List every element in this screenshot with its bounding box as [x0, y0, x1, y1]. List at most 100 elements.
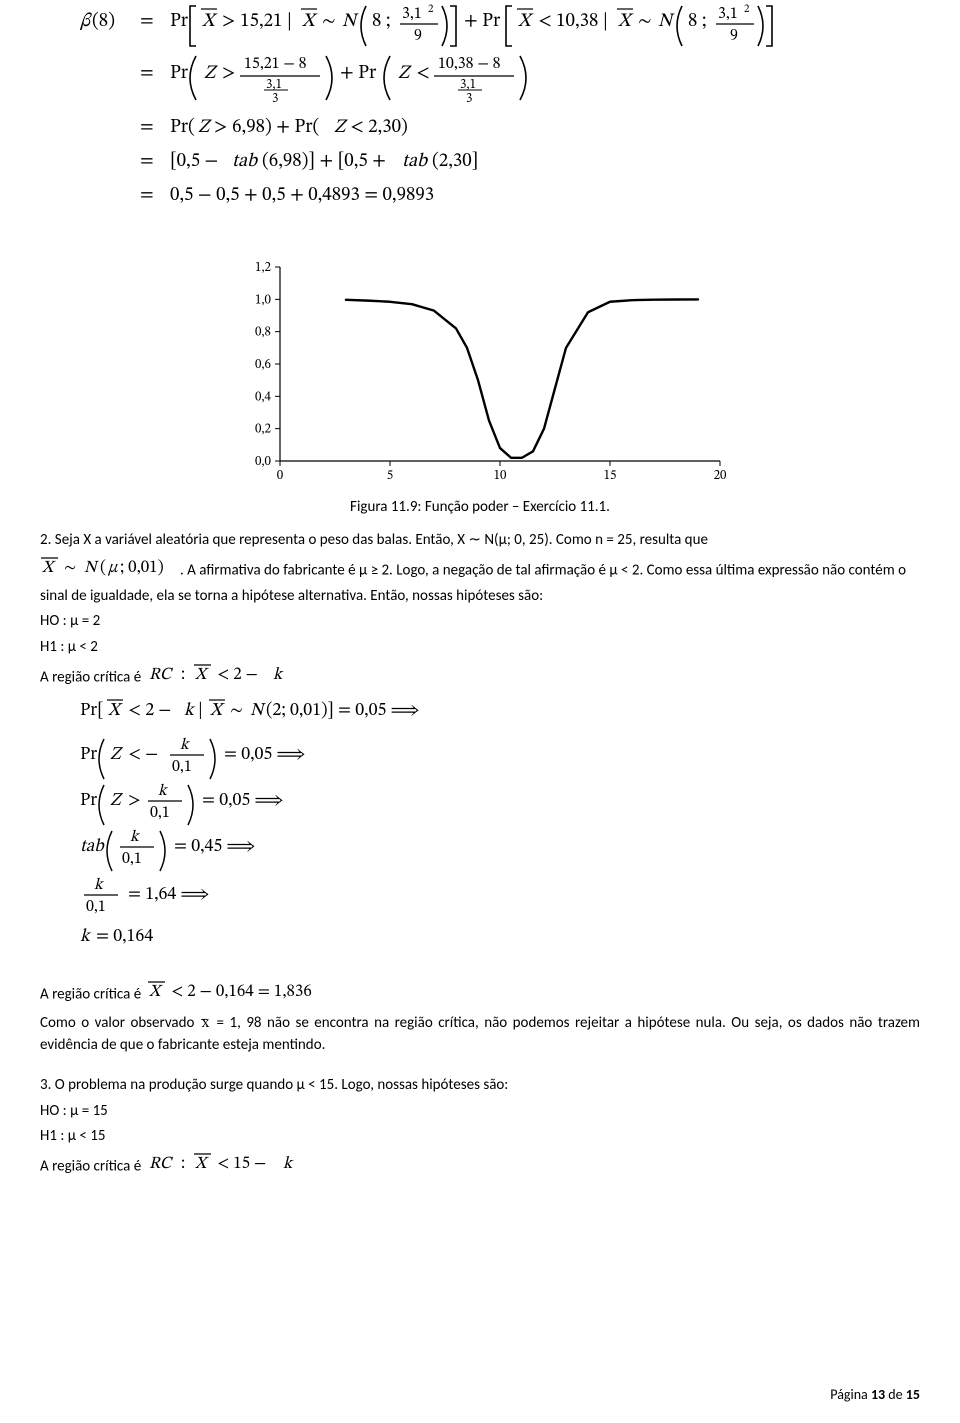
crit2-lead: A região crítica é — [40, 985, 141, 1003]
svg-text:15: 15 — [604, 470, 617, 483]
footer-pagenum: 13 — [871, 1386, 885, 1403]
svg-text:= 0,45 ⟹: = 0,45 ⟹ — [174, 838, 256, 856]
chart-svg: 0,00,20,40,60,81,01,205101520 — [230, 257, 730, 487]
svg-text:(8): (8) — [92, 12, 115, 31]
svg-text:10,38 − 8: 10,38 − 8 — [438, 56, 501, 72]
svg-text:2: 2 — [428, 4, 434, 15]
item-lead-2: 2. — [40, 531, 51, 549]
svg-text:9: 9 — [414, 28, 422, 44]
para3-text1: O problema na produção surge quando µ < … — [55, 1076, 509, 1094]
svg-text:Pr[: Pr[ — [80, 701, 103, 720]
footer-total: 15 — [906, 1386, 920, 1403]
svg-text:N: N — [250, 702, 266, 720]
svg-text:X: X — [618, 12, 634, 31]
svg-text:2: 2 — [744, 4, 750, 15]
page: β (8) = Pr X > 15,21 | X ∼ N 8 ; 3,1 — [0, 4, 960, 1423]
svg-text:< 2,30): < 2,30) — [350, 118, 408, 137]
svg-text:k: k — [283, 1156, 294, 1173]
figure-caption: Figura 11.9: Função poder – Exercício 11… — [40, 498, 920, 516]
svg-text:=: = — [140, 186, 154, 205]
svg-text:N: N — [658, 12, 675, 31]
svg-text:X: X — [518, 12, 534, 31]
svg-text:N: N — [342, 12, 359, 31]
svg-text:µ: µ — [107, 560, 118, 577]
svg-text:+ Pr: + Pr — [340, 64, 377, 83]
svg-text:0: 0 — [277, 470, 284, 483]
paragraph-2: 2. Seja X a variável aleatória que repre… — [40, 530, 920, 552]
svg-text:X: X — [302, 12, 318, 31]
svg-text:Z: Z — [198, 118, 212, 137]
svg-text:Pr: Pr — [80, 792, 97, 810]
equations-svg: β (8) = Pr X > 15,21 | X ∼ N 8 ; 3,1 — [80, 4, 840, 234]
svg-text:X: X — [195, 667, 209, 684]
derivation-block: Pr[ X < 2 − k | X ∼ N (2; 0,01)] = 0,05 … — [80, 697, 840, 962]
svg-text:3: 3 — [272, 93, 278, 106]
svg-text:0,5 − 0,5 + 0,5 + 0,4893 = 0,9: 0,5 − 0,5 + 0,5 + 0,4893 = 0,9893 — [170, 186, 434, 205]
svg-text::: : — [181, 667, 185, 684]
svg-text:; 0,01): ; 0,01) — [120, 559, 164, 577]
crit-resolved: A região crítica é X < 2 − 0,164 = 1,836 — [40, 980, 920, 1010]
svg-text:∼: ∼ — [322, 12, 336, 31]
svg-text:β: β — [80, 12, 92, 31]
power-chart: 0,00,20,40,60,81,01,205101520 — [230, 257, 730, 492]
paragraph-3: 3. O problema na produção surge quando µ… — [40, 1075, 920, 1097]
svg-text:X: X — [108, 702, 123, 720]
svg-text:+ Pr: + Pr — [464, 12, 501, 31]
svg-text:Z: Z — [334, 118, 348, 137]
svg-text:1,0: 1,0 — [255, 294, 272, 307]
svg-text:k: k — [184, 702, 196, 720]
svg-text:RC: RC — [149, 1156, 174, 1173]
svg-text:< −: < − — [128, 746, 158, 764]
svg-text:< 2 − 0,164 = 1,836: < 2 − 0,164 = 1,836 — [171, 984, 312, 1001]
para2-text1: Seja X a variável aleatória que represen… — [55, 531, 708, 549]
svg-text:Pr: Pr — [170, 12, 189, 31]
h0-line-3: HO : µ = 15 — [40, 1101, 920, 1123]
svg-text:< 2 −: < 2 − — [217, 667, 258, 684]
svg-text:< 2 −: < 2 − — [128, 702, 171, 720]
svg-text:(2; 0,01)] = 0,05 ⟹: (2; 0,01)] = 0,05 ⟹ — [266, 701, 420, 720]
svg-text:k: k — [130, 829, 140, 845]
svg-text:Pr: Pr — [80, 746, 97, 764]
h1-line-2: H1 : µ < 2 — [40, 637, 920, 659]
svg-text:3,1: 3,1 — [402, 6, 422, 22]
footer-label: Página — [830, 1386, 871, 1403]
svg-text:k: k — [158, 783, 168, 799]
h1-line-3: H1 : µ < 15 — [40, 1126, 920, 1148]
svg-text:5: 5 — [387, 470, 393, 483]
svg-text:3: 3 — [466, 93, 472, 106]
svg-text:1,2: 1,2 — [255, 262, 272, 275]
svg-text:∼: ∼ — [230, 702, 243, 720]
h0-line-2: HO : µ = 2 — [40, 611, 920, 633]
paragraph-obs: Como o valor observado x_ = 1, 98 não se… — [40, 1013, 920, 1057]
xbar-dist-svg: X ∼ N ( µ ; 0,01) — [40, 556, 180, 586]
svg-text:(6,98)] + [0,5 +: (6,98)] + [0,5 + — [262, 152, 386, 171]
svg-text:X: X — [195, 1156, 209, 1173]
svg-text:3,1: 3,1 — [718, 6, 738, 22]
svg-text:=: = — [140, 64, 154, 83]
svg-text:0,4: 0,4 — [255, 391, 272, 404]
svg-text:0,0: 0,0 — [255, 456, 272, 469]
item-lead-3: 3. — [40, 1076, 51, 1094]
svg-text:tab: tab — [232, 152, 258, 171]
svg-text:[0,5 −: [0,5 − — [170, 152, 218, 171]
paragraph-2b: X ∼ N ( µ ; 0,01) . A afirmativa do fabr… — [40, 556, 920, 608]
svg-text:(2,30]: (2,30] — [432, 152, 478, 171]
svg-text:8 ;: 8 ; — [372, 12, 391, 31]
crit-lead-3: A região crítica é — [40, 1157, 141, 1175]
crit-line-2: A região crítica é RC : X < 2 − k — [40, 663, 920, 693]
svg-text:RC: RC — [149, 667, 174, 684]
svg-text:0,1: 0,1 — [86, 899, 106, 915]
svg-text:Z: Z — [398, 64, 412, 83]
svg-text:∼: ∼ — [64, 560, 76, 577]
svg-text:>: > — [222, 64, 236, 83]
svg-text:< 15 −: < 15 − — [217, 1156, 266, 1173]
svg-text:= 1,64 ⟹: = 1,64 ⟹ — [128, 886, 210, 904]
crit-expr-2: RC : X < 2 − k — [145, 663, 315, 693]
svg-text:0,6: 0,6 — [255, 359, 271, 372]
svg-text:=: = — [140, 152, 154, 171]
svg-text:X: X — [42, 560, 56, 577]
svg-text:>: > — [128, 792, 141, 810]
crit-expr-3: RC : X < 15 − k — [145, 1152, 325, 1182]
crit-lead-2: A região crítica é — [40, 668, 141, 686]
svg-text:20: 20 — [714, 470, 727, 483]
